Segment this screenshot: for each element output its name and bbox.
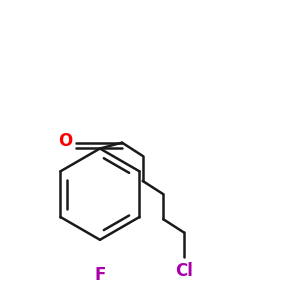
- Text: Cl: Cl: [175, 262, 193, 280]
- Text: F: F: [94, 266, 106, 284]
- Text: O: O: [58, 132, 72, 150]
